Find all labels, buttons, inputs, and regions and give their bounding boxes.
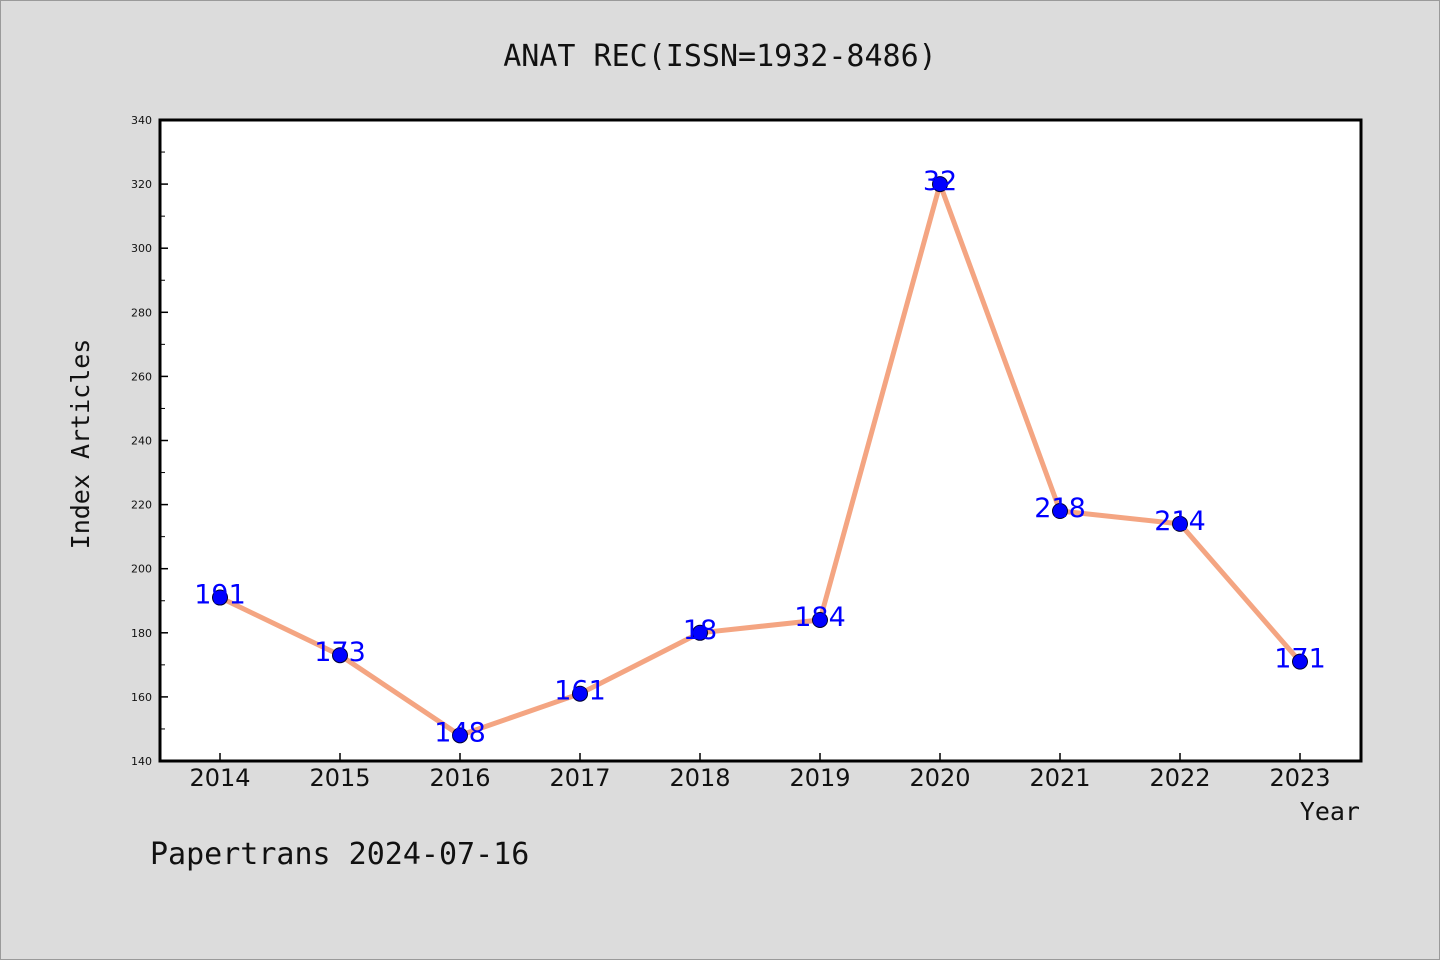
y-tick-label: 320	[131, 178, 152, 191]
footer-caption: Papertrans 2024-07-16	[150, 837, 529, 872]
x-tick-label: 2016	[429, 764, 490, 792]
data-label-2020: 32	[923, 166, 957, 197]
data-point-2022	[1172, 515, 1188, 532]
data-label-2022: 214	[1154, 506, 1206, 537]
data-point-2023	[1292, 653, 1308, 670]
data-label-2021: 218	[1034, 493, 1086, 524]
data-point-2021	[1052, 503, 1068, 520]
y-tick-label: 180	[131, 627, 152, 640]
y-tick-label: 300	[131, 242, 152, 255]
data-markers	[212, 176, 1308, 744]
x-axis-label: Year	[1300, 797, 1360, 826]
data-point-2018	[692, 624, 708, 641]
data-label-2019: 184	[794, 602, 846, 633]
series-line	[217, 181, 1303, 738]
y-axis-label: Index Articles	[66, 339, 95, 550]
data-label-2018: 18	[683, 615, 717, 646]
x-tick-label: 2018	[669, 764, 730, 792]
x-tick-label: 2014	[189, 764, 250, 792]
x-tick-label: 2022	[1149, 764, 1210, 792]
y-tick-label: 240	[131, 435, 152, 448]
y-tick-label: 160	[131, 691, 152, 704]
data-point-2019	[812, 611, 828, 628]
data-label-2023: 171	[1274, 644, 1326, 675]
data-point-2017	[572, 685, 588, 702]
data-point-2016	[452, 727, 468, 744]
data-point-2020	[932, 176, 948, 193]
x-tick-label: 2015	[309, 764, 370, 792]
y-tick-label: 140	[131, 755, 152, 768]
x-tick-label: 2019	[789, 764, 850, 792]
y-tick-label: 200	[131, 563, 152, 576]
data-label-2016: 148	[434, 717, 486, 748]
x-tick-label: 2017	[549, 764, 610, 792]
x-axis: 2014 2015 2016 2017 2018 2019 2020 2021 2022 2023	[189, 753, 1331, 792]
y-tick-label: 280	[131, 306, 152, 319]
data-point-2014	[212, 589, 228, 606]
data-label-2015: 173	[314, 637, 366, 668]
y-tick-label: 340	[131, 114, 152, 127]
data-label-2017: 161	[554, 676, 606, 707]
y-tick-label: 220	[131, 499, 152, 512]
chart-title: ANAT REC(ISSN=1932-8486)	[503, 39, 936, 74]
x-tick-label: 2020	[909, 764, 970, 792]
x-tick-label: 2021	[1029, 764, 1090, 792]
plot-area	[158, 118, 1363, 763]
y-axis: 140 160 180 200 220 240 260 280 300 320 340	[131, 114, 168, 768]
y-tick-label: 260	[131, 370, 152, 383]
data-labels: 191 173 148 161 18 184 32 218 214 171	[194, 166, 1326, 748]
x-tick-label: 2023	[1269, 764, 1330, 792]
data-point-2015	[332, 647, 348, 664]
data-label-2014: 191	[194, 580, 246, 611]
